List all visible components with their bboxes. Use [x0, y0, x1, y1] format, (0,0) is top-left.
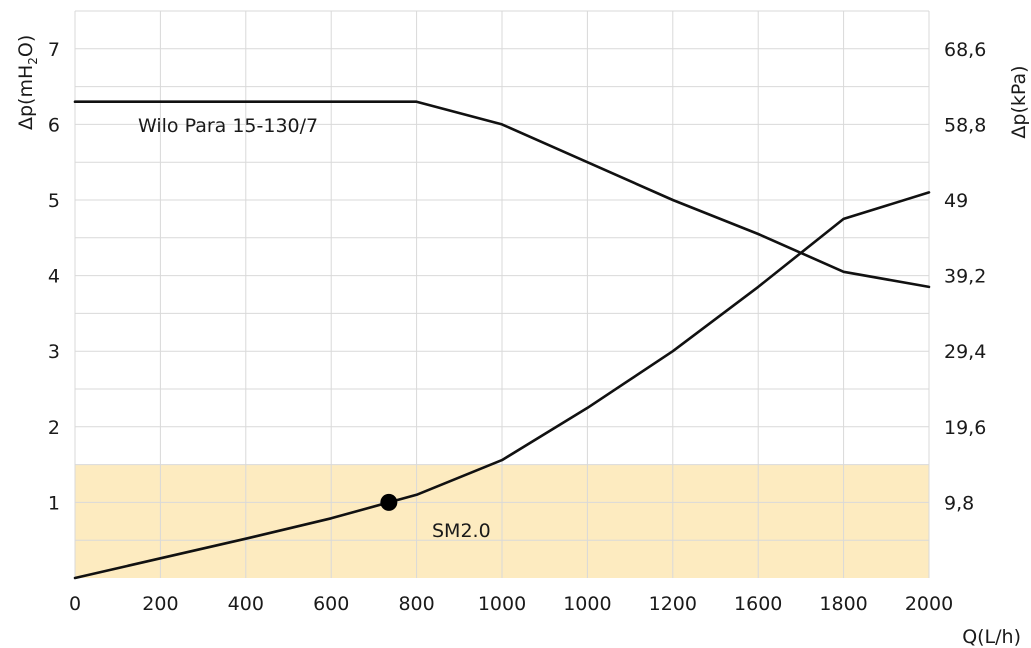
marker — [380, 493, 398, 511]
x-tick-label: 1000 — [478, 593, 526, 615]
y-right-tick-label: 58,8 — [944, 114, 986, 136]
x-tick-label: 1600 — [734, 593, 782, 615]
y-left-tick-label: 6 — [48, 114, 60, 136]
x-tick-label: 600 — [313, 593, 349, 615]
series-lines — [73, 100, 931, 580]
tick-labels: 0 200 400 600 800 1000 1000 1200 1600 1800 2000 1 2 3… — [48, 39, 986, 615]
series-label: Wilo Para 15-130/7 — [138, 115, 318, 137]
series-line-pump-curve — [73, 100, 931, 289]
x-axis-title: Q(L/h) — [962, 626, 1021, 648]
y-left-tick-label: 7 — [48, 39, 60, 61]
y-left-tick-label: 3 — [48, 341, 60, 363]
y-left-tick-label: 1 — [48, 492, 60, 514]
x-tick-label: 1000 — [563, 593, 611, 615]
x-tick-label: 1200 — [649, 593, 697, 615]
y-right-tick-label: 29,4 — [944, 341, 986, 363]
svg-text:Δp(kPa): Δp(kPa) — [1008, 65, 1030, 138]
grid — [74, 10, 930, 578]
x-tick-label: 0 — [69, 593, 81, 615]
marker-label: SM2.0 — [432, 520, 491, 542]
x-tick-label: 2000 — [905, 593, 953, 615]
y-left-tick-label: 5 — [48, 190, 60, 212]
y-right-tick-label: 39,2 — [944, 266, 986, 288]
x-tick-label: 1800 — [819, 593, 867, 615]
y-left-axis-title: Δp(mH2O) — [15, 35, 40, 130]
y-right-tick-label: 49 — [944, 190, 968, 212]
x-tick-label: 400 — [228, 593, 264, 615]
y-right-axis-title: Δp(kPa) — [1008, 65, 1030, 138]
series-line-system-curve — [73, 191, 931, 580]
y-right-tick-label: 68,6 — [944, 39, 986, 61]
operating-point-marker — [380, 493, 398, 511]
y-left-tick-label: 2 — [48, 417, 60, 439]
y-right-tick-label: 19,6 — [944, 417, 986, 439]
x-tick-label: 200 — [142, 593, 178, 615]
x-tick-label: 800 — [398, 593, 434, 615]
y-right-tick-label: 9,8 — [944, 492, 974, 514]
y-left-tick-label: 4 — [48, 266, 60, 288]
svg-text:Δp(mH2O): Δp(mH2O) — [15, 35, 40, 130]
